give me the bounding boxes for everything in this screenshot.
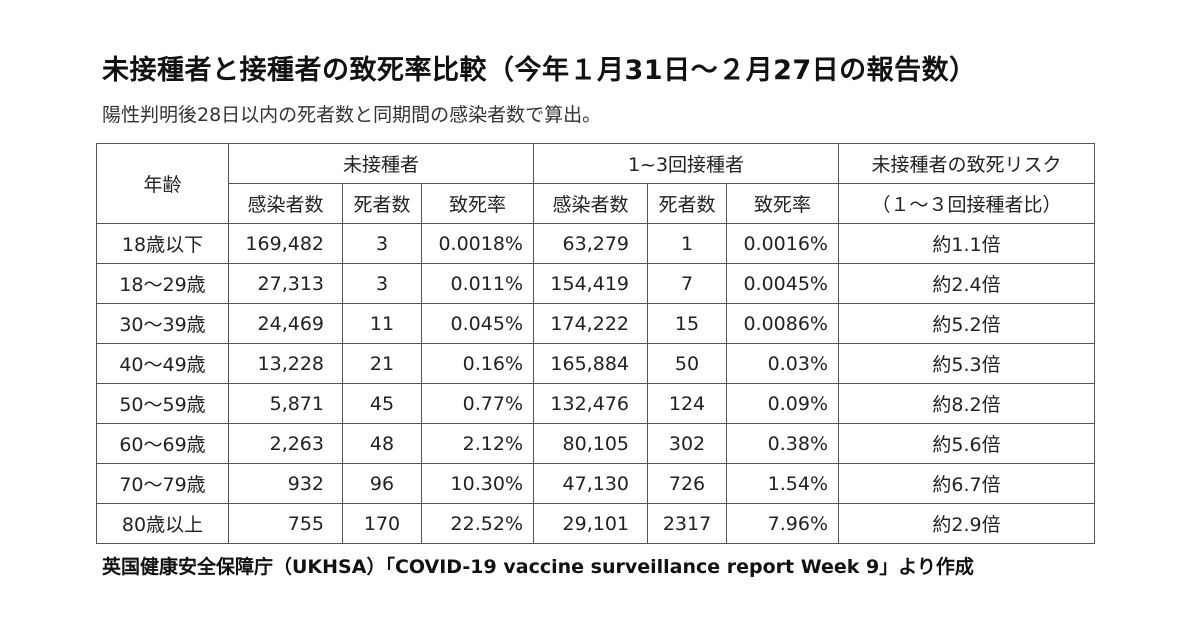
- risk-cell: 約5.6倍: [838, 423, 1095, 464]
- unvaccinated-cases-cell: 13,228: [228, 343, 343, 384]
- unvaccinated-cases-cell: 169,482: [228, 223, 343, 264]
- unvaccinated-rate-cell: 0.77%: [421, 383, 534, 424]
- risk-cell: 約1.1倍: [838, 223, 1095, 264]
- vaccinated-deaths-cell: 50: [647, 343, 727, 384]
- unvaccinated-deaths-cell: 45: [342, 383, 422, 424]
- table-row: 40～49歳 13,228 21 0.16% 165,884 50 0.03% …: [96, 343, 1095, 384]
- age-cell: 70～79歳: [96, 463, 229, 504]
- age-cell: 50～59歳: [96, 383, 229, 424]
- age-cell: 60～69歳: [96, 423, 229, 464]
- unvaccinated-cases-cell: 2,263: [228, 423, 343, 464]
- vaccinated-deaths-cell: 302: [647, 423, 727, 464]
- risk-header-line2: （１～３回接種者比）: [838, 183, 1095, 224]
- unvaccinated-deaths-cell: 3: [342, 263, 422, 304]
- risk-cell: 約2.4倍: [838, 263, 1095, 304]
- fatality-table: 年齢 未接種者 1~3回接種者 未接種者の致死リスク 感染者数 死者数 致死率 …: [96, 143, 1095, 544]
- vaccinated-cases-header: 感染者数: [533, 183, 648, 224]
- vaccinated-deaths-cell: 1: [647, 223, 727, 264]
- unvaccinated-deaths-header: 死者数: [342, 183, 422, 224]
- risk-cell: 約2.9倍: [838, 503, 1095, 544]
- unvaccinated-cases-cell: 932: [228, 463, 343, 504]
- unvaccinated-rate-cell: 22.52%: [421, 503, 534, 544]
- risk-header-line1: 未接種者の致死リスク: [838, 143, 1095, 184]
- vaccinated-cases-cell: 29,101: [533, 503, 648, 544]
- vaccinated-rate-header: 致死率: [726, 183, 839, 224]
- unvaccinated-rate-cell: 0.0018%: [421, 223, 534, 264]
- risk-cell: 約5.2倍: [838, 303, 1095, 344]
- vaccinated-rate-cell: 0.0016%: [726, 223, 839, 264]
- table-row: 60～69歳 2,263 48 2.12% 80,105 302 0.38% 約…: [96, 423, 1095, 464]
- age-cell: 18歳以下: [96, 223, 229, 264]
- vaccinated-cases-cell: 154,419: [533, 263, 648, 304]
- unvaccinated-rate-cell: 0.16%: [421, 343, 534, 384]
- vaccinated-rate-cell: 0.03%: [726, 343, 839, 384]
- age-cell: 80歳以上: [96, 503, 229, 544]
- vaccinated-deaths-cell: 2317: [647, 503, 727, 544]
- page-subtitle: 陽性判明後28日以内の死者数と同期間の感染者数で算出。: [102, 104, 602, 126]
- vaccinated-deaths-header: 死者数: [647, 183, 727, 224]
- unvaccinated-cases-cell: 27,313: [228, 263, 343, 304]
- vaccinated-deaths-cell: 124: [647, 383, 727, 424]
- risk-cell: 約8.2倍: [838, 383, 1095, 424]
- unvaccinated-cases-cell: 24,469: [228, 303, 343, 344]
- risk-cell: 約6.7倍: [838, 463, 1095, 504]
- unvaccinated-rate-cell: 10.30%: [421, 463, 534, 504]
- vaccinated-rate-cell: 7.96%: [726, 503, 839, 544]
- table-row: 18歳以下 169,482 3 0.0018% 63,279 1 0.0016%…: [96, 223, 1095, 264]
- age-header: 年齢: [96, 143, 229, 224]
- vaccinated-rate-cell: 0.0045%: [726, 263, 839, 304]
- vaccinated-cases-cell: 165,884: [533, 343, 648, 384]
- unvaccinated-deaths-cell: 21: [342, 343, 422, 384]
- unvaccinated-group-header: 未接種者: [228, 143, 534, 184]
- table-row: 18～29歳 27,313 3 0.011% 154,419 7 0.0045%…: [96, 263, 1095, 304]
- unvaccinated-rate-cell: 0.045%: [421, 303, 534, 344]
- vaccinated-cases-cell: 174,222: [533, 303, 648, 344]
- vaccinated-deaths-cell: 15: [647, 303, 727, 344]
- vaccinated-cases-cell: 63,279: [533, 223, 648, 264]
- vaccinated-rate-cell: 0.38%: [726, 423, 839, 464]
- header-row-1: 年齢 未接種者 1~3回接種者 未接種者の致死リスク: [96, 143, 1095, 224]
- vaccinated-rate-cell: 0.09%: [726, 383, 839, 424]
- unvaccinated-cases-cell: 755: [228, 503, 343, 544]
- unvaccinated-cases-cell: 5,871: [228, 383, 343, 424]
- page-title: 未接種者と接種者の致死率比較（今年１月31日～２月27日の報告数）: [102, 55, 977, 86]
- unvaccinated-cases-header: 感染者数: [228, 183, 343, 224]
- vaccinated-deaths-cell: 726: [647, 463, 727, 504]
- unvaccinated-rate-cell: 0.011%: [421, 263, 534, 304]
- table-row: 50～59歳 5,871 45 0.77% 132,476 124 0.09% …: [96, 383, 1095, 424]
- table-row: 70～79歳 932 96 10.30% 47,130 726 1.54% 約6…: [96, 463, 1095, 504]
- unvaccinated-rate-cell: 2.12%: [421, 423, 534, 464]
- vaccinated-cases-cell: 132,476: [533, 383, 648, 424]
- age-cell: 40～49歳: [96, 343, 229, 384]
- vaccinated-group-header: 1~3回接種者: [533, 143, 839, 184]
- vaccinated-deaths-cell: 7: [647, 263, 727, 304]
- unvaccinated-deaths-cell: 48: [342, 423, 422, 464]
- age-cell: 30～39歳: [96, 303, 229, 344]
- vaccinated-rate-cell: 1.54%: [726, 463, 839, 504]
- unvaccinated-rate-header: 致死率: [421, 183, 534, 224]
- source-note: 英国健康安全保障庁（UKHSA）「COVID-19 vaccine survei…: [102, 556, 974, 578]
- table-row: 30～39歳 24,469 11 0.045% 174,222 15 0.008…: [96, 303, 1095, 344]
- header-row-2: 感染者数 死者数 致死率 感染者数 死者数 致死率 （１～３回接種者比）: [97, 183, 1095, 224]
- unvaccinated-deaths-cell: 170: [342, 503, 422, 544]
- vaccinated-cases-cell: 80,105: [533, 423, 648, 464]
- unvaccinated-deaths-cell: 96: [342, 463, 422, 504]
- unvaccinated-deaths-cell: 11: [342, 303, 422, 344]
- unvaccinated-deaths-cell: 3: [342, 223, 422, 264]
- table-row: 80歳以上 755 170 22.52% 29,101 2317 7.96% 約…: [96, 503, 1095, 544]
- vaccinated-cases-cell: 47,130: [533, 463, 648, 504]
- risk-cell: 約5.3倍: [838, 343, 1095, 384]
- age-cell: 18～29歳: [96, 263, 229, 304]
- vaccinated-rate-cell: 0.0086%: [726, 303, 839, 344]
